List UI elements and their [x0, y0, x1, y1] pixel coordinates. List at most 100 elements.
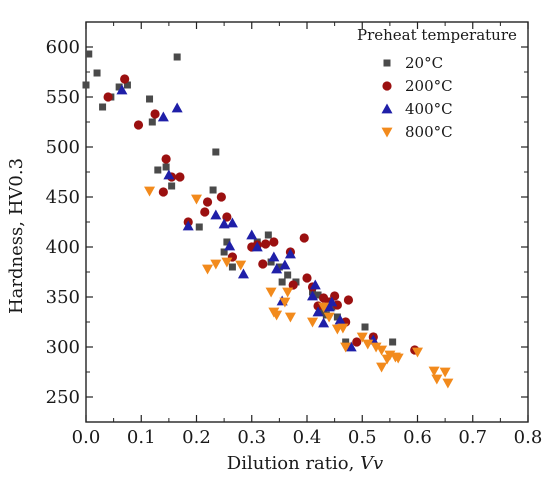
x-tick-label: 0.8: [514, 427, 543, 448]
data-point: [237, 268, 249, 279]
data-point: [85, 50, 93, 58]
data-point: [220, 248, 228, 256]
data-point: [271, 310, 283, 321]
data-point: [202, 197, 213, 207]
x-tick-label: 0.7: [458, 427, 487, 448]
data-point: [284, 248, 296, 259]
data-point: [154, 166, 162, 174]
data-point: [392, 353, 404, 364]
data-point: [148, 118, 156, 126]
data-point: [150, 109, 160, 119]
data-point: [173, 53, 181, 61]
data-point: [226, 217, 238, 228]
data-point: [210, 209, 222, 220]
data-point: [210, 259, 222, 270]
data-point: [333, 313, 341, 321]
data-point: [323, 312, 335, 323]
data-point: [278, 278, 286, 286]
data-point: [275, 263, 283, 271]
data-point: [314, 291, 322, 299]
data-point: [345, 341, 357, 352]
x-axis-label-variable: Vv: [360, 453, 383, 474]
x-tick-label: 0.4: [293, 427, 322, 448]
data-point: [282, 287, 294, 298]
data-point: [258, 259, 268, 269]
data-point: [133, 120, 144, 130]
data-point: [103, 92, 113, 102]
data-point: [269, 237, 279, 247]
data-point: [228, 263, 236, 271]
data-point: [162, 163, 170, 171]
data-point: [312, 306, 324, 317]
data-point: [182, 220, 194, 231]
x-tick-label: 0.0: [72, 427, 101, 448]
x-axis-label: Dilution ratio, Vv: [227, 453, 383, 474]
legend-items: 20°C 200°C 400°C 800°C: [381, 54, 453, 141]
data-point: [356, 332, 368, 343]
data-point: [431, 374, 443, 385]
data-point: [191, 194, 202, 205]
y-tick-label: 450: [46, 187, 80, 208]
data-point: [362, 339, 374, 350]
legend-marker: [381, 103, 393, 114]
data-point: [318, 302, 330, 313]
y-tick-label: 400: [46, 237, 80, 258]
data-point: [428, 366, 440, 377]
data-point: [268, 251, 280, 262]
y-tick-label: 350: [46, 287, 80, 308]
axis-ticks: [85, 21, 529, 423]
legend-label: 200°C: [405, 77, 453, 95]
data-point: [93, 69, 101, 77]
data-point: [284, 271, 292, 279]
data-point: [161, 154, 171, 164]
x-tick-label: 0.2: [182, 427, 211, 448]
data-point: [146, 95, 154, 103]
data-points: [82, 50, 454, 389]
legend-marker: [381, 127, 393, 138]
data-point: [264, 231, 272, 239]
y-tick-label: 500: [46, 137, 80, 158]
data-point: [323, 301, 335, 312]
x-tick-label: 0.5: [348, 427, 377, 448]
x-tick-label: 0.6: [403, 427, 432, 448]
data-point: [157, 111, 169, 122]
data-point: [123, 81, 131, 89]
data-point: [116, 84, 128, 95]
data-point: [284, 312, 296, 323]
series-group: [103, 74, 420, 355]
data-point: [246, 229, 258, 240]
x-tick-label: 0.3: [237, 427, 266, 448]
data-point: [175, 172, 185, 182]
series-group: [144, 186, 454, 389]
data-point: [202, 264, 214, 275]
legend-label: 800°C: [405, 123, 453, 141]
data-point: [279, 297, 291, 308]
data-point: [209, 186, 217, 194]
data-point: [265, 287, 277, 298]
data-point: [342, 338, 350, 346]
legend-label: 400°C: [405, 100, 453, 118]
data-point: [200, 207, 210, 217]
data-point: [361, 323, 369, 331]
data-point: [439, 367, 451, 378]
data-point: [299, 233, 309, 243]
data-point: [218, 218, 230, 229]
data-point: [376, 362, 388, 373]
data-point: [318, 317, 330, 328]
data-point: [309, 279, 321, 290]
data-point: [442, 378, 454, 389]
plot-frame: [85, 21, 529, 423]
data-point: [337, 323, 349, 334]
data-point: [412, 347, 423, 358]
data-point: [212, 148, 220, 156]
y-tick-label: 300: [46, 337, 80, 358]
data-point: [260, 239, 271, 249]
data-point: [171, 102, 183, 113]
legend-marker: [382, 81, 392, 91]
data-point: [340, 342, 352, 353]
data-point: [224, 240, 236, 251]
y-axis-label: Hardness, HV0.3: [6, 158, 27, 314]
x-tick-label: 0.1: [127, 427, 156, 448]
data-point: [376, 345, 388, 356]
